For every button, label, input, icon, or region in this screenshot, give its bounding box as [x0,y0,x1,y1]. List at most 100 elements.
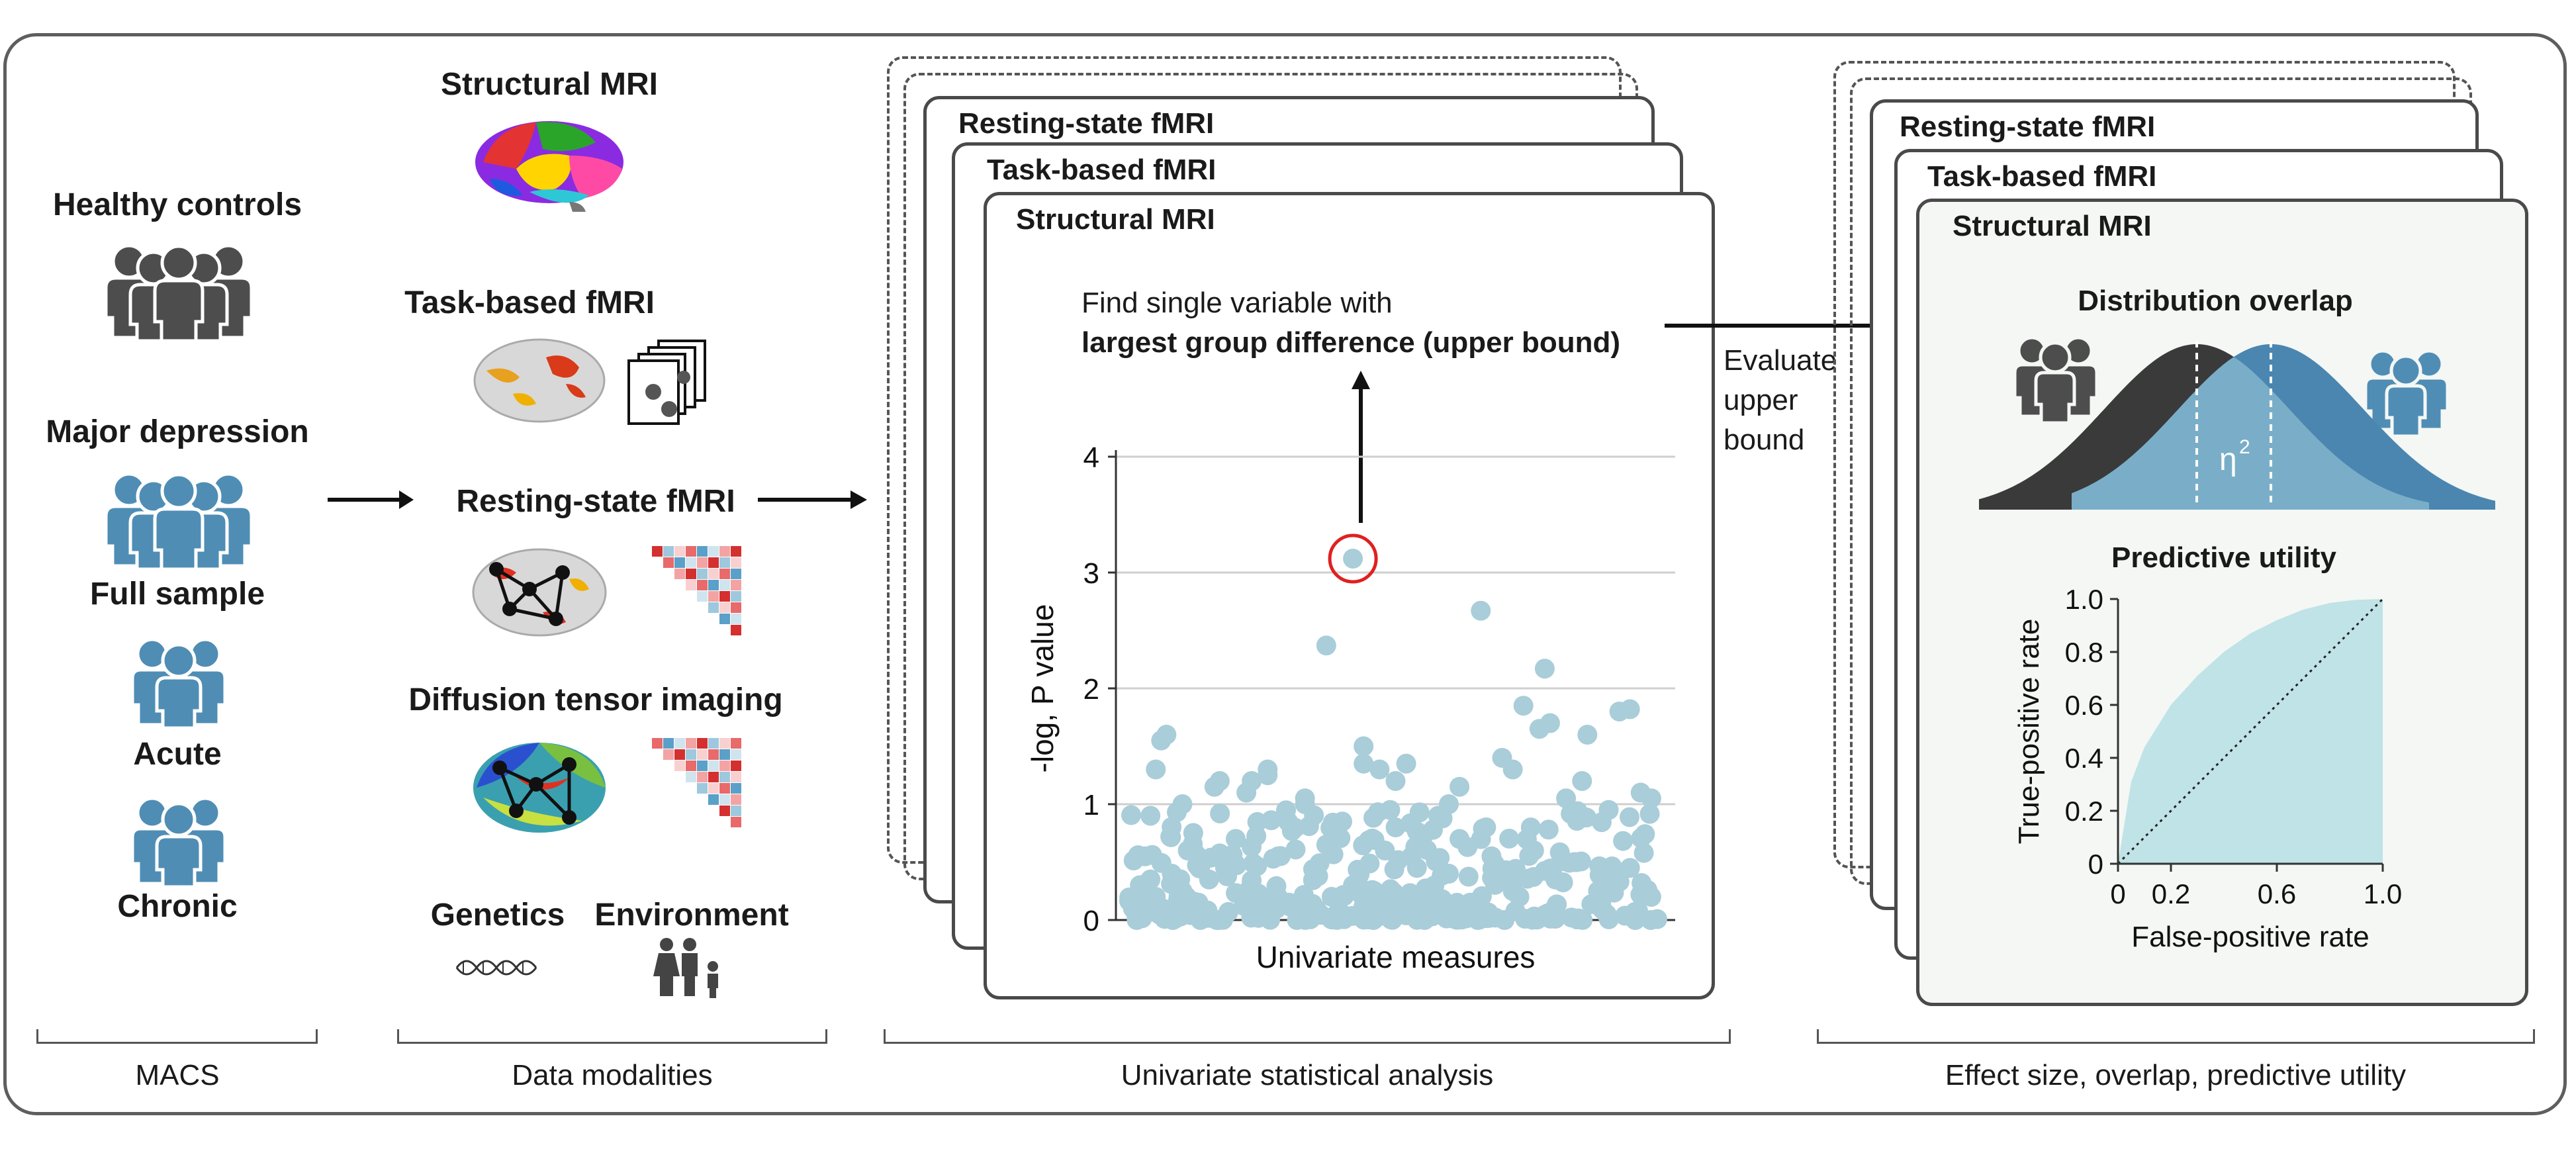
matrix-cell [697,546,708,557]
matrix-cell [708,794,719,805]
matrix-cell [686,557,696,568]
data-point [1364,881,1385,901]
matrix-cell [663,557,674,568]
data-point [1332,811,1352,832]
matrix-cell [686,761,696,771]
data-point [1641,887,1661,907]
data-point [1449,776,1470,797]
y-tick-label: 0 [1083,905,1099,937]
data-point [1529,719,1549,739]
data-point [1242,837,1262,857]
data-point [1485,907,1506,928]
structural-brain-icon [475,121,623,212]
roc-x-axis-label: False-positive rate [2131,921,2369,953]
data-point [1385,771,1406,791]
data-point [1471,600,1491,621]
data-point [1400,883,1420,903]
acute-group-icon [130,637,227,728]
data-point [1276,800,1297,821]
data-point [1604,882,1624,903]
data-point [1499,828,1520,849]
matrix-cell [697,738,708,749]
data-point [1412,829,1432,849]
data-point [1321,887,1342,907]
matrix-cell [719,738,730,749]
roc-x-tick-label: 0.6 [2258,878,2296,909]
data-point [1538,819,1559,840]
label-resting-fmri: Resting-state fMRI [456,484,735,519]
data-point [1385,817,1406,837]
evaluate-label-3: bound [1724,424,1805,456]
y-tick-label: 1 [1083,789,1099,821]
matrix-cell [708,591,719,602]
label-structural-mri: Structural MRI [440,67,659,102]
data-point [1426,851,1446,872]
matrix-cell [719,591,730,602]
data-point [1396,753,1416,774]
data-point [1258,765,1278,786]
distribution-title: Distribution overlap [2078,285,2353,317]
matrix-cell [697,783,708,794]
matrix-cell [719,602,730,613]
data-point [1172,881,1193,901]
data-point [1449,829,1470,849]
data-point [1567,811,1587,831]
bottom-label-effect: Effect size, overlap, predictive utility [1945,1059,2407,1091]
label-acute: Acute [133,737,222,772]
label-task-fmri: Task-based fMRI [404,285,655,320]
matrix-cell [697,591,708,602]
matrix-cell [697,761,708,771]
evaluate-label-2: upper [1724,384,1798,416]
effect-panel-structural: Structural MRI [1916,199,2528,1006]
bracket-univariate [884,1029,1731,1044]
data-point [1162,864,1182,884]
label-healthy-controls: Healthy controls [52,187,302,222]
data-point [1620,858,1640,878]
data-point [1545,869,1565,890]
matrix-cell [731,749,741,760]
data-point [1210,803,1230,823]
effect-label-resting: Resting-state fMRI [1900,111,2156,143]
matrix-cell [663,749,674,760]
data-point [1439,794,1459,814]
matrix-cell [652,738,663,749]
matrix-cell [708,783,719,794]
data-point [1456,908,1477,929]
chance-line [2117,598,2384,865]
data-point [1598,800,1619,820]
data-point [1247,856,1267,876]
label-major-depression: Major depression [46,414,309,449]
matrix-cell [719,749,730,760]
data-point [1260,909,1281,930]
data-point [1121,805,1142,825]
data-point [1439,864,1459,884]
bottom-label-macs: MACS [135,1059,220,1091]
data-point [1204,776,1224,797]
matrix-cell [674,569,685,579]
x-axis-label: Univariate measures [1256,940,1536,974]
data-point [1524,841,1544,860]
data-point [1343,875,1363,896]
label-dti: Diffusion tensor imaging [408,682,783,717]
data-point [1502,881,1523,901]
data-point [1545,908,1565,929]
data-point [1247,887,1267,907]
data-point [1188,892,1209,913]
data-point [1549,842,1570,862]
y-tick-label: 2 [1083,673,1099,706]
matrix-cell [719,783,730,794]
eta-superscript: 2 [2239,436,2250,458]
data-point [1198,907,1219,928]
matrix-cell [674,546,685,557]
data-point [1160,827,1181,847]
family-icon [653,938,718,998]
roc-y-tick-label: 0 [2088,849,2103,880]
label-environment: Environment [594,898,789,933]
data-point [1354,753,1374,774]
data-point [1156,725,1177,745]
matrix-cell [731,794,741,805]
data-point [1633,843,1654,863]
matrix-cell [652,546,663,557]
matrix-cell [719,546,730,557]
